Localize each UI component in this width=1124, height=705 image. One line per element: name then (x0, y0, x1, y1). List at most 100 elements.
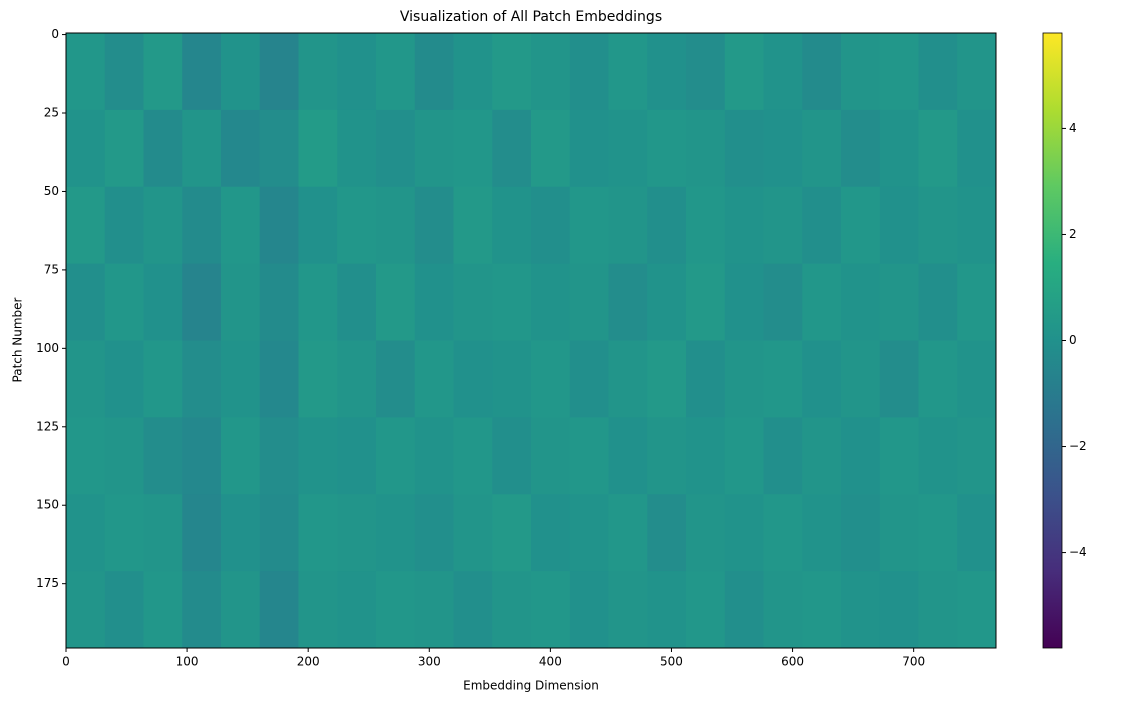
heatmap-cell (143, 186, 183, 265)
heatmap-cell (569, 33, 609, 111)
heatmap-cell (182, 494, 222, 572)
heatmap-cell (569, 571, 609, 649)
heatmap-cell (376, 33, 416, 111)
heatmap-cell (724, 109, 764, 188)
heatmap-cell (686, 109, 726, 188)
heatmap-cell (802, 494, 842, 572)
heatmap-cell (104, 571, 144, 649)
heatmap-cell (376, 109, 416, 188)
heatmap-cell (724, 33, 764, 111)
y-tick-label: 150 (36, 498, 59, 512)
heatmap-cell (492, 494, 532, 572)
heatmap-cell (608, 186, 648, 265)
heatmap-cell (143, 263, 183, 341)
heatmap-cell (724, 340, 764, 418)
heatmap-cell (298, 340, 338, 418)
heatmap-cell (66, 417, 106, 495)
heatmap-cell (414, 494, 454, 572)
y-axis-label: Patch Number (11, 297, 25, 382)
heatmap-cell (647, 109, 687, 188)
heatmap-cell (608, 263, 648, 341)
heatmap-cell (453, 186, 493, 265)
heatmap-cell (414, 571, 454, 649)
heatmap-cell (376, 571, 416, 649)
heatmap-cell (918, 33, 958, 111)
heatmap-cell (879, 186, 919, 265)
heatmap-cell (453, 340, 493, 418)
heatmap-cell (569, 340, 609, 418)
x-axis-label: Embedding Dimension (463, 679, 599, 693)
heatmap-cell (763, 340, 803, 418)
heatmap-cell (841, 109, 881, 188)
heatmap-cell (453, 571, 493, 649)
heatmap-cell (686, 33, 726, 111)
heatmap-cell (376, 494, 416, 572)
heatmap-cell (686, 340, 726, 418)
heatmap-cell (143, 417, 183, 495)
heatmap-cell (569, 109, 609, 188)
heatmap-cell (414, 340, 454, 418)
x-tick-label: 0 (62, 655, 70, 669)
heatmap-cell (66, 494, 106, 572)
heatmap-cell (763, 417, 803, 495)
heatmap-cell (66, 571, 106, 649)
heatmap-cell (104, 186, 144, 265)
heatmap-cell (841, 571, 881, 649)
heatmap-cell (298, 33, 338, 111)
x-tick-label: 300 (418, 655, 441, 669)
heatmap-cell (221, 417, 261, 495)
heatmap-cell (221, 494, 261, 572)
heatmap-cell (647, 33, 687, 111)
colorbar-tick-label: −2 (1069, 439, 1087, 453)
y-tick-label: 0 (51, 27, 59, 41)
heatmap-cell (143, 340, 183, 418)
heatmap-cell (957, 417, 997, 495)
heatmap-cell (531, 33, 571, 111)
heatmap-cell (802, 109, 842, 188)
heatmap-cell (182, 186, 222, 265)
heatmap-cell (182, 109, 222, 188)
heatmap-cell (531, 494, 571, 572)
heatmap-cell (918, 494, 958, 572)
heatmap-cell (259, 340, 299, 418)
heatmap-cell (802, 340, 842, 418)
heatmap-cell (337, 494, 377, 572)
heatmap-cell (841, 417, 881, 495)
heatmap-cell (569, 263, 609, 341)
heatmap-cell (531, 186, 571, 265)
heatmap-cell (143, 33, 183, 111)
heatmap-cell (453, 417, 493, 495)
heatmap-cell (414, 186, 454, 265)
heatmap-cell (414, 109, 454, 188)
heatmap-cell (531, 263, 571, 341)
chart-title: Visualization of All Patch Embeddings (400, 9, 662, 25)
heatmap-cell (492, 33, 532, 111)
heatmap-cell (879, 109, 919, 188)
x-tick-label: 500 (660, 655, 683, 669)
heatmap-cell (531, 571, 571, 649)
heatmap-cell (957, 494, 997, 572)
heatmap-cell (531, 109, 571, 188)
heatmap-cell (492, 109, 532, 188)
heatmap-cell (647, 186, 687, 265)
heatmap-cell (841, 263, 881, 341)
colorbar-tick-label: 2 (1069, 227, 1077, 241)
heatmap-cell (337, 417, 377, 495)
y-tick-label: 50 (44, 184, 59, 198)
heatmap-cell (453, 263, 493, 341)
heatmap-cell (104, 109, 144, 188)
heatmap-cell (686, 571, 726, 649)
heatmap-cell (608, 417, 648, 495)
heatmap-cell (104, 33, 144, 111)
heatmap-cell (569, 494, 609, 572)
x-tick-label: 400 (539, 655, 562, 669)
heatmap-cell (104, 417, 144, 495)
heatmap-cell (298, 494, 338, 572)
heatmap-cell (647, 263, 687, 341)
heatmap-cell (414, 33, 454, 111)
heatmap (66, 33, 997, 649)
heatmap-cell (957, 33, 997, 111)
colorbar (1042, 32, 1063, 649)
heatmap-cell (918, 571, 958, 649)
colorbar-tick-label: 0 (1069, 333, 1077, 347)
